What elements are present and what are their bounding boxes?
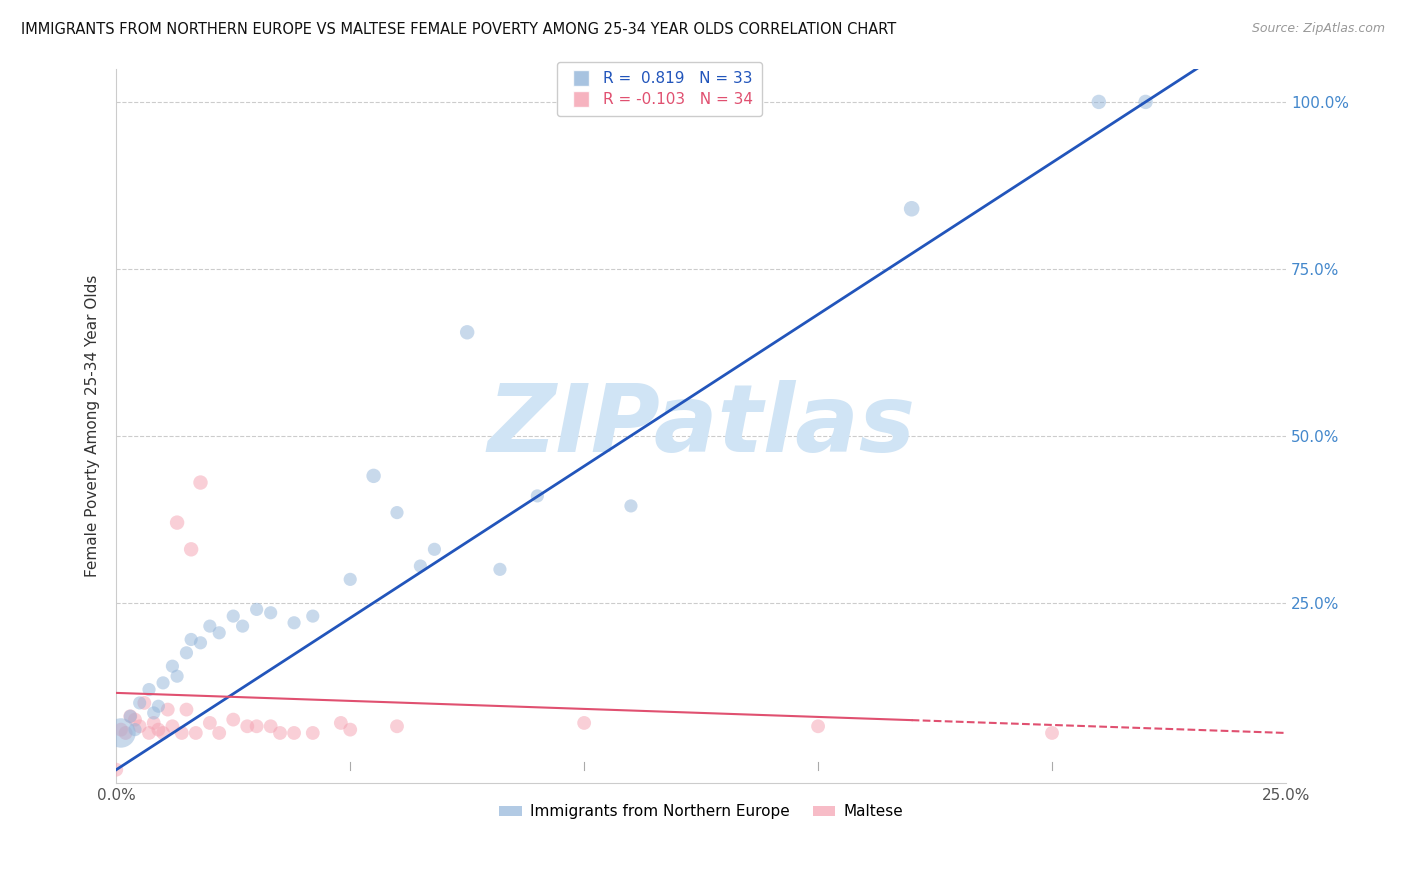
- Point: [222, 713, 245, 727]
- Point: [385, 719, 408, 733]
- Point: [138, 682, 160, 697]
- Point: [301, 609, 323, 624]
- Text: Source: ZipAtlas.com: Source: ZipAtlas.com: [1251, 22, 1385, 36]
- Point: [208, 726, 231, 740]
- Point: [1040, 726, 1063, 740]
- Point: [246, 602, 269, 616]
- Point: [269, 726, 291, 740]
- Point: [190, 636, 212, 650]
- Point: [162, 719, 184, 733]
- Point: [283, 615, 305, 630]
- Point: [900, 202, 922, 216]
- Point: [120, 709, 142, 723]
- Point: [222, 609, 245, 624]
- Point: [124, 713, 146, 727]
- Point: [142, 715, 165, 730]
- Legend: Immigrants from Northern Europe, Maltese: Immigrants from Northern Europe, Maltese: [494, 798, 910, 825]
- Point: [176, 702, 198, 716]
- Point: [166, 669, 188, 683]
- Point: [208, 625, 231, 640]
- Text: IMMIGRANTS FROM NORTHERN EUROPE VS MALTESE FEMALE POVERTY AMONG 25-34 YEAR OLDS : IMMIGRANTS FROM NORTHERN EUROPE VS MALTE…: [21, 22, 897, 37]
- Y-axis label: Female Poverty Among 25-34 Year Olds: Female Poverty Among 25-34 Year Olds: [86, 275, 100, 577]
- Point: [134, 696, 156, 710]
- Point: [283, 726, 305, 740]
- Point: [152, 676, 174, 690]
- Point: [807, 719, 830, 733]
- Point: [329, 715, 352, 730]
- Point: [409, 559, 432, 574]
- Point: [489, 562, 512, 576]
- Point: [620, 499, 643, 513]
- Point: [142, 706, 165, 720]
- Point: [128, 696, 150, 710]
- Point: [176, 646, 198, 660]
- Point: [339, 573, 361, 587]
- Point: [105, 763, 128, 777]
- Point: [339, 723, 361, 737]
- Point: [236, 719, 259, 733]
- Point: [148, 723, 170, 737]
- Point: [260, 606, 283, 620]
- Point: [363, 468, 385, 483]
- Point: [385, 506, 408, 520]
- Point: [166, 516, 188, 530]
- Point: [156, 702, 179, 716]
- Point: [190, 475, 212, 490]
- Point: [423, 542, 446, 557]
- Point: [198, 619, 221, 633]
- Point: [232, 619, 254, 633]
- Point: [124, 723, 146, 737]
- Point: [184, 726, 207, 740]
- Point: [180, 542, 202, 557]
- Point: [1088, 95, 1111, 109]
- Text: ZIPatlas: ZIPatlas: [486, 380, 915, 472]
- Point: [246, 719, 269, 733]
- Point: [301, 726, 323, 740]
- Point: [456, 326, 478, 340]
- Point: [170, 726, 193, 740]
- Point: [180, 632, 202, 647]
- Point: [138, 726, 160, 740]
- Point: [128, 719, 150, 733]
- Point: [114, 726, 136, 740]
- Point: [1135, 95, 1157, 109]
- Point: [526, 489, 548, 503]
- Point: [148, 699, 170, 714]
- Point: [152, 726, 174, 740]
- Point: [260, 719, 283, 733]
- Point: [198, 715, 221, 730]
- Point: [162, 659, 184, 673]
- Point: [110, 723, 132, 737]
- Point: [110, 726, 132, 740]
- Point: [572, 715, 595, 730]
- Point: [120, 709, 142, 723]
